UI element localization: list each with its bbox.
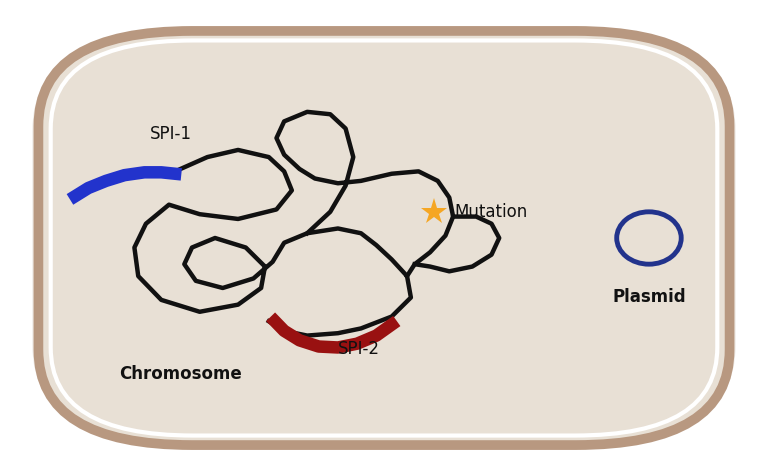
Text: SPI-2: SPI-2 <box>338 340 380 358</box>
FancyBboxPatch shape <box>38 31 730 445</box>
Text: Plasmid: Plasmid <box>612 288 686 306</box>
Text: Chromosome: Chromosome <box>119 365 242 383</box>
Text: SPI-1: SPI-1 <box>150 125 192 143</box>
Text: Mutation: Mutation <box>455 203 528 221</box>
FancyBboxPatch shape <box>32 26 736 450</box>
